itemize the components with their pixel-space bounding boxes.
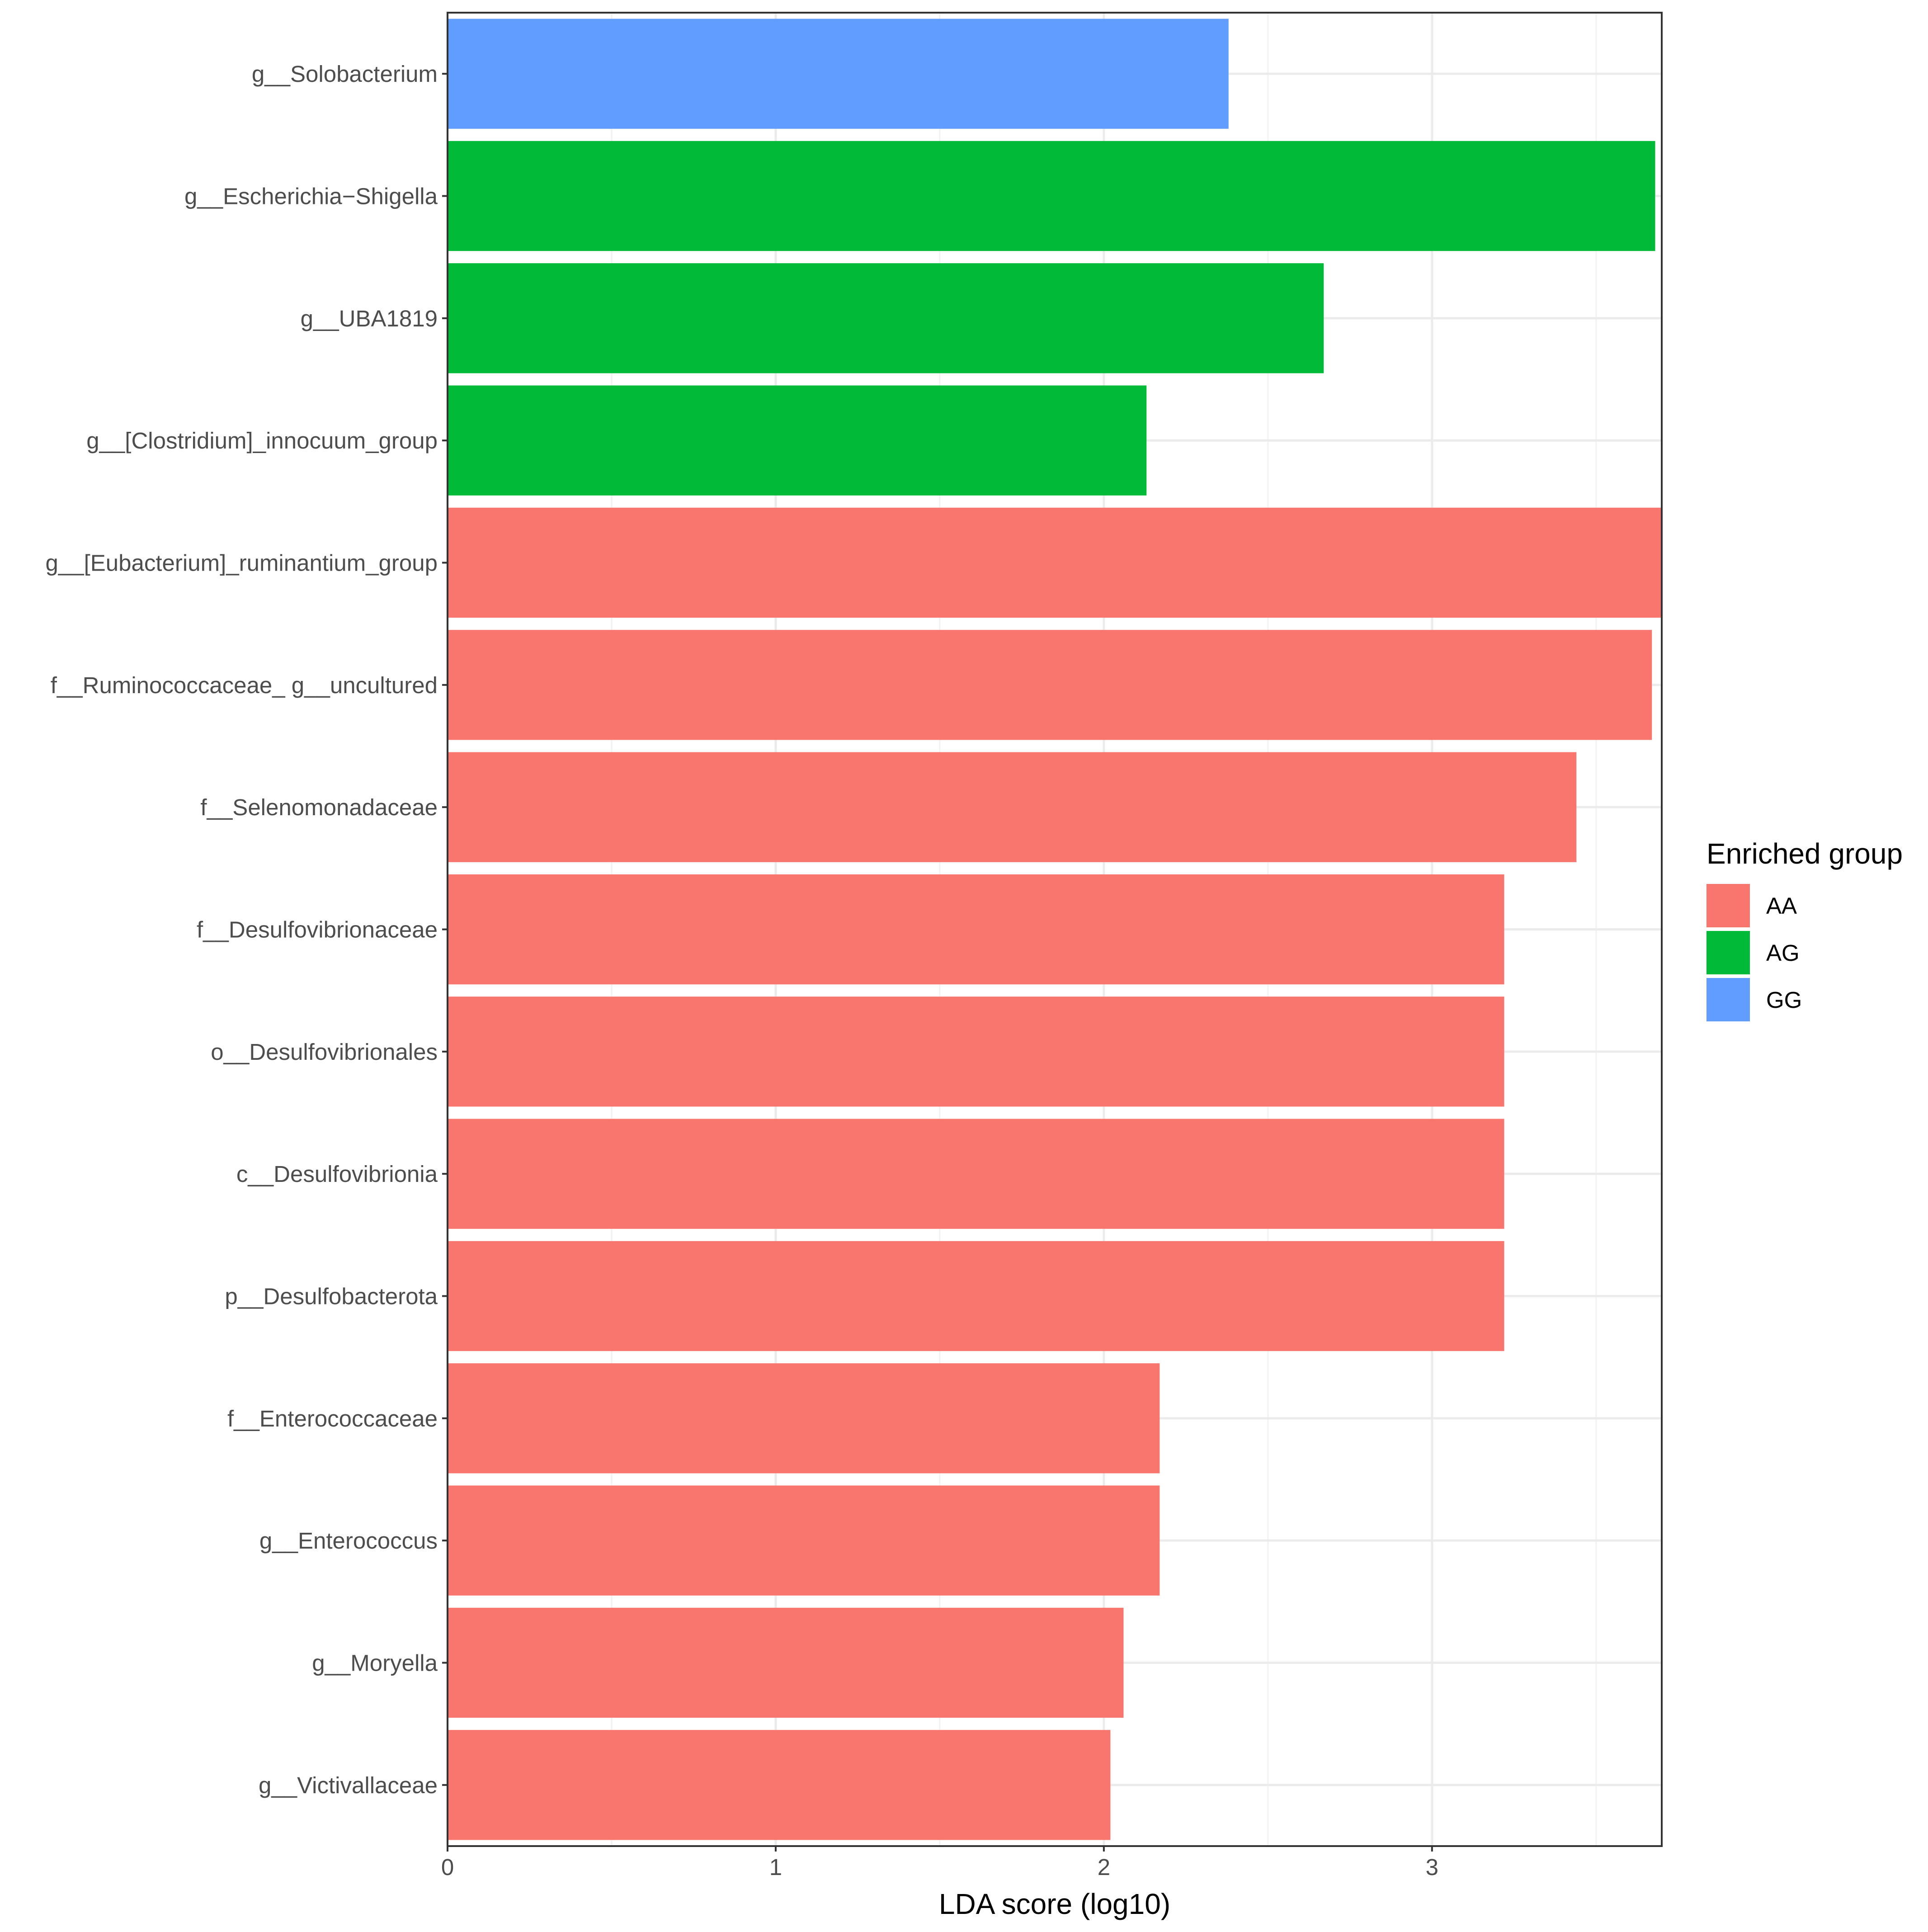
bar-ag [448,263,1324,373]
legend-items: AA AG GG [1706,884,1802,1021]
legend-title: Enriched group [1706,837,1903,870]
bar-ag [448,385,1147,496]
y-tick-label: c__Desulfovibrionia [236,1161,438,1187]
x-axis-title: LDA score (log10) [939,1888,1170,1920]
bar-aa [448,1730,1111,1840]
bar-ag [448,141,1655,251]
legend-key-aa [1706,884,1750,927]
bar-aa [448,1241,1504,1351]
legend-label-ag: AG [1766,940,1800,966]
bar-aa [448,1485,1160,1596]
y-tick-label: o__Desulfovibrionales [211,1039,438,1065]
y-tick-label: f__Enterococcaceae [227,1406,438,1431]
bar-aa [448,997,1504,1107]
y-axis: g__Solobacterium g__Escherichia−Shigellag… [46,61,448,1798]
bars [448,19,1662,1840]
legend: Enriched group AA AG GG [1706,837,1903,1021]
bar-aa [448,1363,1160,1474]
legend-key-ag [1706,931,1750,974]
bar-aa [448,507,1662,618]
y-tick-label: p__Desulfobacterota [225,1284,438,1309]
y-tick-label: g__UBA1819 [301,306,438,331]
bar-aa [448,1607,1124,1718]
x-tick-label: 1 [769,1854,782,1880]
y-tick-label: f__Desulfovibrionaceae [197,917,438,943]
bar-aa [448,752,1577,862]
y-tick-label: g__Enterococcus [259,1528,438,1554]
legend-label-gg: GG [1766,987,1802,1013]
y-tick-label: g__Solobacterium [252,61,438,87]
bar-aa [448,1119,1504,1229]
y-tick-label: g__Moryella [312,1650,438,1676]
y-tick-label: g__Victivallaceae [259,1772,438,1798]
bar-gg [448,19,1229,129]
x-tick-label: 3 [1426,1854,1438,1880]
x-axis: 0 1 2 3 [441,1846,1438,1880]
y-tick-label: g__[Eubacterium]_ruminantium_group [46,550,438,576]
bar-aa [448,630,1652,740]
x-tick-label: 2 [1098,1854,1110,1880]
legend-key-gg [1706,978,1750,1021]
x-tick-label: 0 [441,1854,454,1880]
y-tick-label: f__Selenomonadaceae [200,794,438,820]
y-tick-label: f__Ruminococcaceae_ g__uncultured [51,672,438,698]
bar-aa [448,874,1504,985]
legend-label-aa: AA [1766,893,1797,919]
y-tick-label: g__Escherichia−Shigella [184,184,438,209]
y-tick-label: g__[Clostridium]_innocuum_group [86,428,438,453]
